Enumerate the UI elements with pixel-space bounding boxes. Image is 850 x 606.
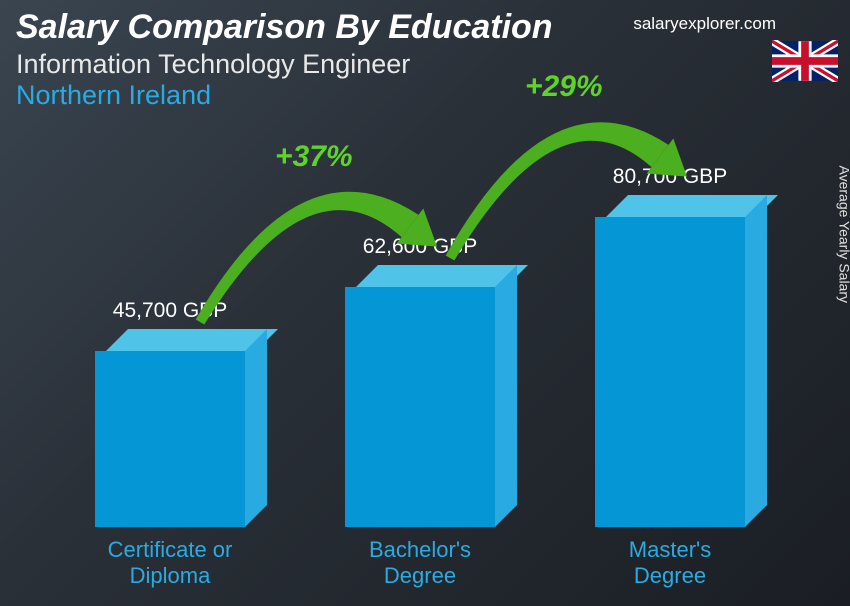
increase-pct-label: +37% <box>275 140 353 174</box>
y-axis-label: Average Yearly Salary <box>836 166 850 304</box>
bar-group: 62,600 GBP Bachelor'sDegree <box>320 235 520 588</box>
bar-category-label: Master'sDegree <box>570 537 770 588</box>
bar <box>345 265 495 527</box>
bar-value-label: 80,700 GBP <box>570 165 770 189</box>
chart-subtitle: Information Technology Engineer <box>16 49 834 80</box>
bar-front-face <box>595 217 745 527</box>
bar-front-face <box>345 287 495 527</box>
bar-side-face <box>245 329 267 527</box>
bar <box>95 329 245 527</box>
bar-value-label: 45,700 GBP <box>70 299 270 323</box>
brand-text: salaryexplorer.com <box>633 14 776 34</box>
bar-chart: 45,700 GBP Certificate orDiploma 62,600 GB… <box>40 108 800 588</box>
bar-front-face <box>95 351 245 527</box>
flag-icon <box>772 40 838 82</box>
chart-region: Northern Ireland <box>16 80 834 111</box>
bar-value-label: 62,600 GBP <box>320 235 520 259</box>
bar-side-face <box>495 265 517 527</box>
bar-group: 80,700 GBP Master'sDegree <box>570 165 770 588</box>
bar-category-label: Certificate orDiploma <box>70 537 270 588</box>
increase-pct-label: +29% <box>525 70 603 104</box>
bar <box>595 195 745 527</box>
bar-side-face <box>745 195 767 527</box>
bar-category-label: Bachelor'sDegree <box>320 537 520 588</box>
bar-group: 45,700 GBP Certificate orDiploma <box>70 299 270 588</box>
